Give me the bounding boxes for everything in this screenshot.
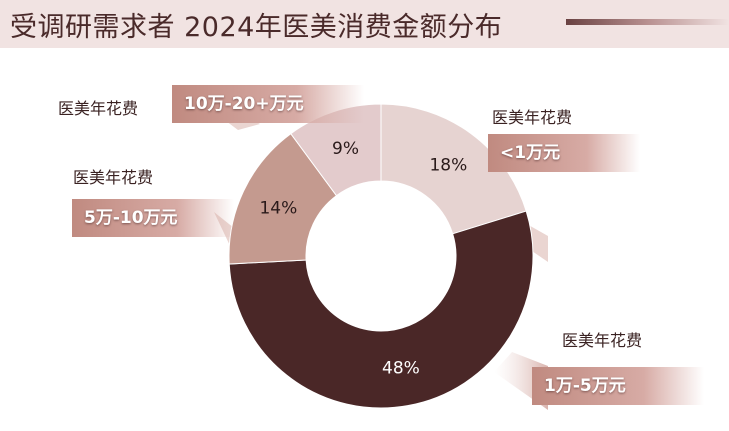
category-label-10-20: 医美年花费 xyxy=(58,99,139,118)
category-label-1-5: 医美年花费 xyxy=(562,331,643,350)
category-label-5-10: 医美年花费 xyxy=(73,168,154,187)
slice-label-10-20: 9% xyxy=(332,139,359,159)
range-tag-10-20: 10万-20+万元 xyxy=(172,85,364,123)
slice-value-labels: 18% 48% 14% 9% xyxy=(259,139,467,379)
range-tag-1-5: 1万-5万元 xyxy=(532,367,704,405)
slice-label-5-10: 14% xyxy=(259,199,297,219)
slice-label-1-5: 48% xyxy=(382,359,420,379)
slice-label-under-1: 18% xyxy=(429,156,467,176)
range-tag-5-10: 5万-10万元 xyxy=(72,199,234,237)
donut-slices xyxy=(228,103,534,409)
title-decoration-line xyxy=(566,19,729,25)
category-label-under-1: 医美年花费 xyxy=(492,108,573,127)
range-tag-under-1: <1万元 xyxy=(488,134,640,172)
slice-under-1 xyxy=(380,103,527,235)
page-title: 受调研需求者 2024年医美消费金额分布 xyxy=(10,12,503,43)
